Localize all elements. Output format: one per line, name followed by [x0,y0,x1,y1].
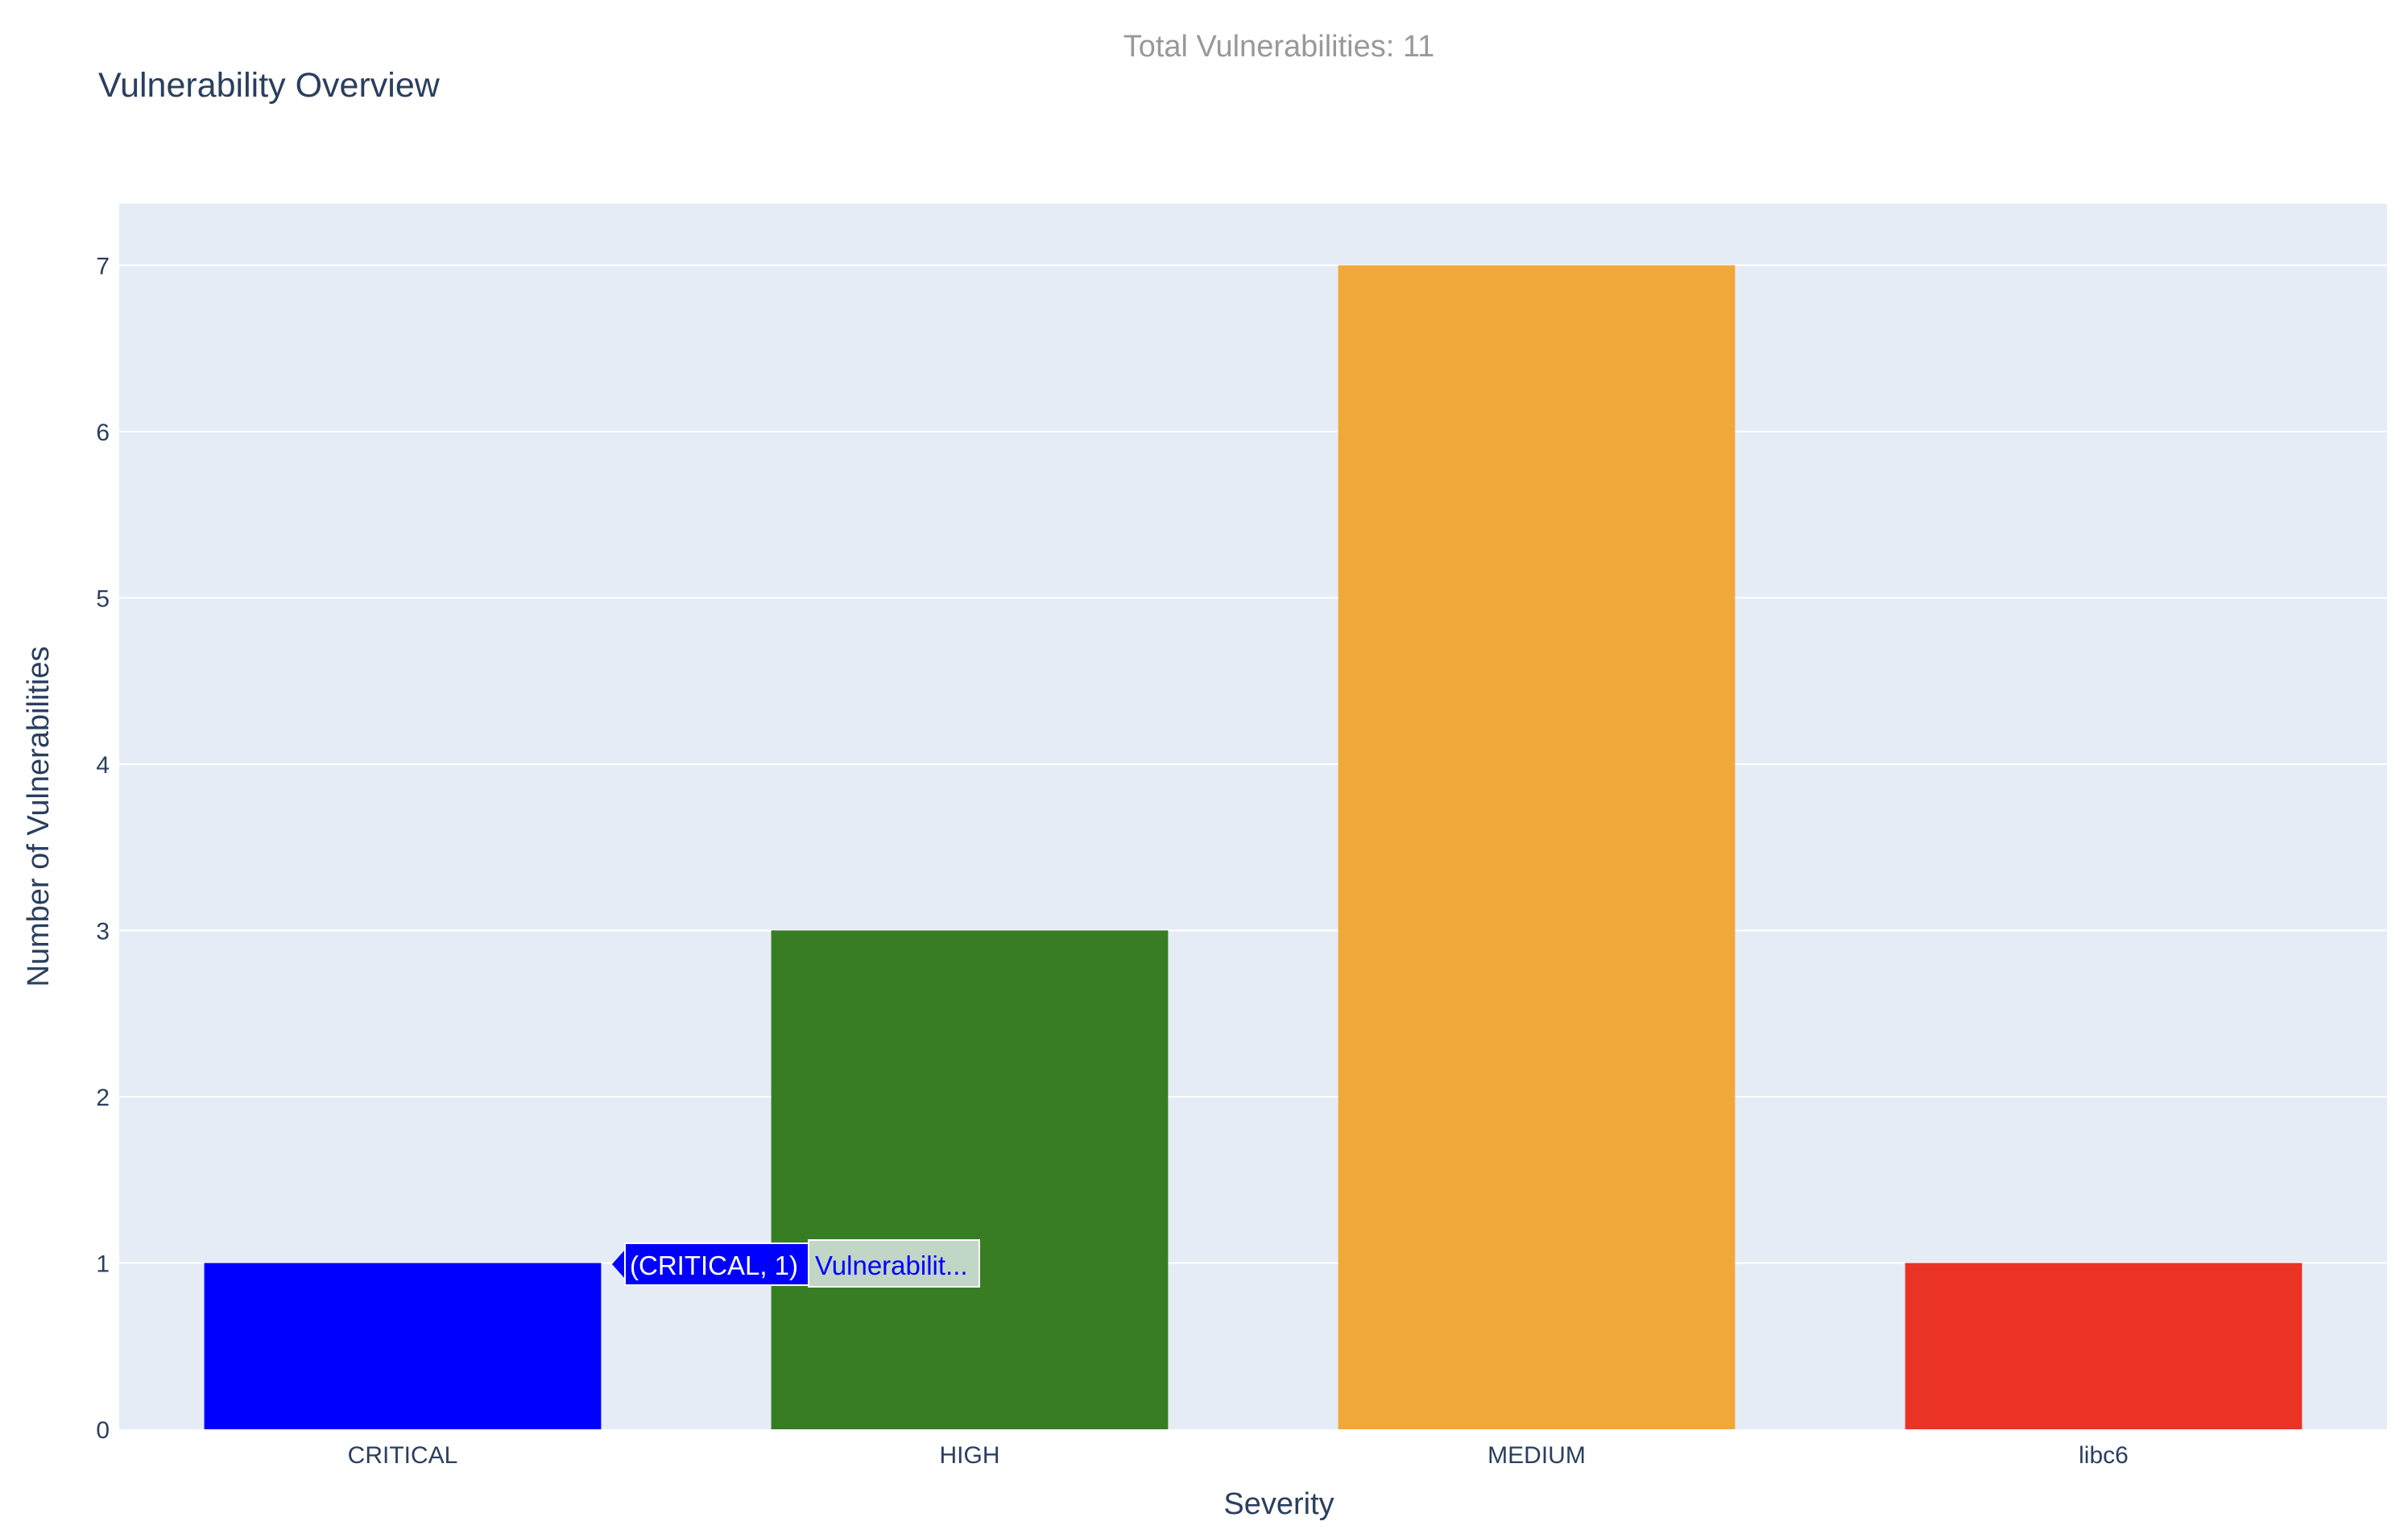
y-tick-label: 0 [96,1417,110,1444]
y-tick-label: 6 [96,420,110,446]
gridlines [119,264,2387,1264]
y-axis-ticks: 0 1 2 3 4 5 6 7 [96,253,110,1444]
tooltip-primary-box [624,1242,809,1286]
total-vulnerabilities-text: Total Vulnerabilities: 11 [1123,30,1435,64]
chart-title: Vulnerability Overview [98,66,441,105]
y-tick-label: 1 [96,1251,110,1277]
x-tick-label: HIGH [940,1442,1000,1469]
y-tick-label: 3 [96,918,110,945]
hover-tooltip: (CRITICAL, 1) Vulnerabilit... [612,1239,980,1288]
bar-medium[interactable] [1338,265,1736,1429]
tooltip-secondary-box [808,1239,980,1288]
tooltip-secondary-text: Vulnerabilit... [815,1251,968,1280]
bar-high[interactable] [771,930,1169,1429]
y-axis-label: Number of Vulnerabilities [22,646,56,986]
tooltip-primary-text: (CRITICAL, 1) [630,1251,798,1280]
bar-libc6[interactable] [1905,1263,2302,1429]
y-tick-label: 5 [96,585,110,612]
bar-critical[interactable] [204,1263,602,1429]
tooltip-arrow [612,1250,625,1279]
x-axis-label: Severity [1223,1487,1334,1521]
x-tick-label: CRITICAL [348,1442,458,1469]
x-tick-label: libc6 [2079,1442,2129,1469]
y-tick-label: 4 [96,752,110,779]
x-tick-label: MEDIUM [1487,1442,1586,1469]
y-tick-label: 7 [96,253,110,279]
x-axis-ticks: CRITICAL HIGH MEDIUM libc6 [348,1442,2129,1469]
plot-area [119,204,2387,1429]
bars [204,265,2302,1429]
y-tick-label: 2 [96,1085,110,1111]
